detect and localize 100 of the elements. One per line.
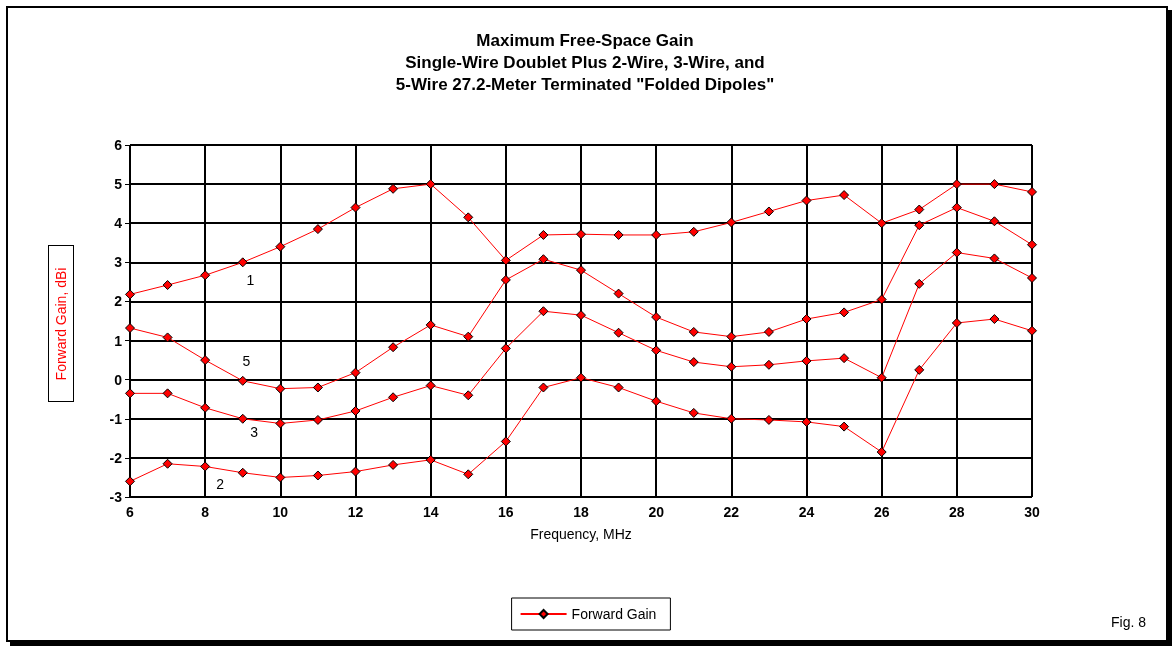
x-tick-label: 16	[498, 504, 514, 520]
point	[200, 355, 211, 366]
point	[312, 470, 323, 481]
point	[763, 326, 774, 337]
point	[914, 204, 925, 215]
point	[237, 257, 248, 268]
point	[275, 418, 286, 429]
point	[275, 241, 286, 252]
legend-label: Forward Gain	[571, 606, 657, 622]
point	[538, 254, 549, 265]
annotation: 2	[216, 476, 225, 493]
point	[651, 229, 662, 240]
y-tick-label: 3	[114, 254, 123, 271]
point	[125, 476, 135, 487]
point	[463, 331, 474, 342]
y-tick-label: 4	[114, 215, 123, 232]
point	[162, 280, 173, 291]
y-axis-title: Forward Gain, dBi	[53, 267, 70, 380]
point	[876, 447, 887, 458]
annotation: 5	[242, 353, 251, 370]
point	[951, 179, 962, 190]
point	[651, 345, 662, 356]
point	[312, 224, 323, 235]
y-tick-label: 2	[114, 293, 123, 310]
point	[500, 274, 511, 285]
point	[801, 195, 812, 206]
point	[200, 461, 211, 472]
point	[839, 421, 850, 432]
point	[1027, 186, 1037, 197]
point	[613, 288, 624, 299]
point	[576, 372, 586, 383]
point	[989, 216, 1000, 227]
point	[312, 382, 323, 393]
point	[801, 314, 812, 325]
point	[388, 342, 399, 353]
point	[162, 458, 173, 469]
point	[350, 367, 361, 378]
point	[275, 472, 286, 483]
point	[275, 383, 286, 394]
y-tick-label: 5	[114, 176, 123, 193]
point	[688, 407, 699, 418]
point	[576, 265, 586, 276]
point	[388, 392, 399, 403]
point	[989, 314, 1000, 325]
point	[463, 212, 474, 223]
point	[688, 326, 699, 337]
point	[914, 278, 925, 289]
point	[500, 343, 511, 354]
point	[350, 202, 361, 213]
point	[500, 436, 511, 447]
y-tick-label: 0	[114, 371, 123, 388]
point	[162, 388, 173, 399]
point	[726, 361, 737, 372]
point	[576, 310, 586, 321]
x-tick-label: 28	[949, 504, 965, 520]
point	[989, 179, 1000, 190]
point	[538, 229, 549, 240]
y-tick-label: -2	[109, 449, 123, 466]
point	[726, 217, 737, 228]
point	[651, 312, 662, 323]
point	[350, 405, 361, 416]
point	[613, 229, 624, 240]
point	[1027, 325, 1037, 336]
point	[425, 179, 436, 190]
point	[839, 307, 850, 318]
point	[876, 218, 887, 229]
point	[801, 355, 812, 366]
point	[125, 388, 135, 399]
point	[651, 396, 662, 407]
annotation: 3	[250, 424, 259, 441]
point	[463, 390, 474, 401]
x-tick-label: 12	[347, 504, 364, 520]
point	[312, 414, 323, 425]
point	[425, 380, 436, 391]
point	[763, 414, 774, 425]
point	[237, 413, 248, 424]
point	[839, 190, 850, 201]
point	[914, 364, 925, 375]
point	[1027, 272, 1037, 283]
y-tick-label: -1	[109, 410, 123, 427]
point	[951, 317, 962, 328]
point	[951, 247, 962, 258]
point	[162, 332, 173, 343]
point	[613, 382, 624, 393]
point	[951, 202, 962, 213]
x-tick-label: 20	[648, 504, 665, 520]
x-tick-label: 30	[1024, 504, 1040, 520]
point	[425, 454, 436, 465]
point	[538, 306, 549, 317]
point	[425, 319, 436, 330]
point	[876, 294, 887, 305]
y-tick-label: -3	[109, 489, 123, 505]
point	[726, 413, 737, 424]
point	[989, 253, 1000, 264]
point	[688, 357, 699, 368]
point	[463, 469, 474, 480]
y-tick-label: 1	[114, 332, 123, 349]
x-tick-label: 6	[126, 504, 135, 520]
point	[350, 466, 361, 477]
point	[125, 323, 135, 334]
